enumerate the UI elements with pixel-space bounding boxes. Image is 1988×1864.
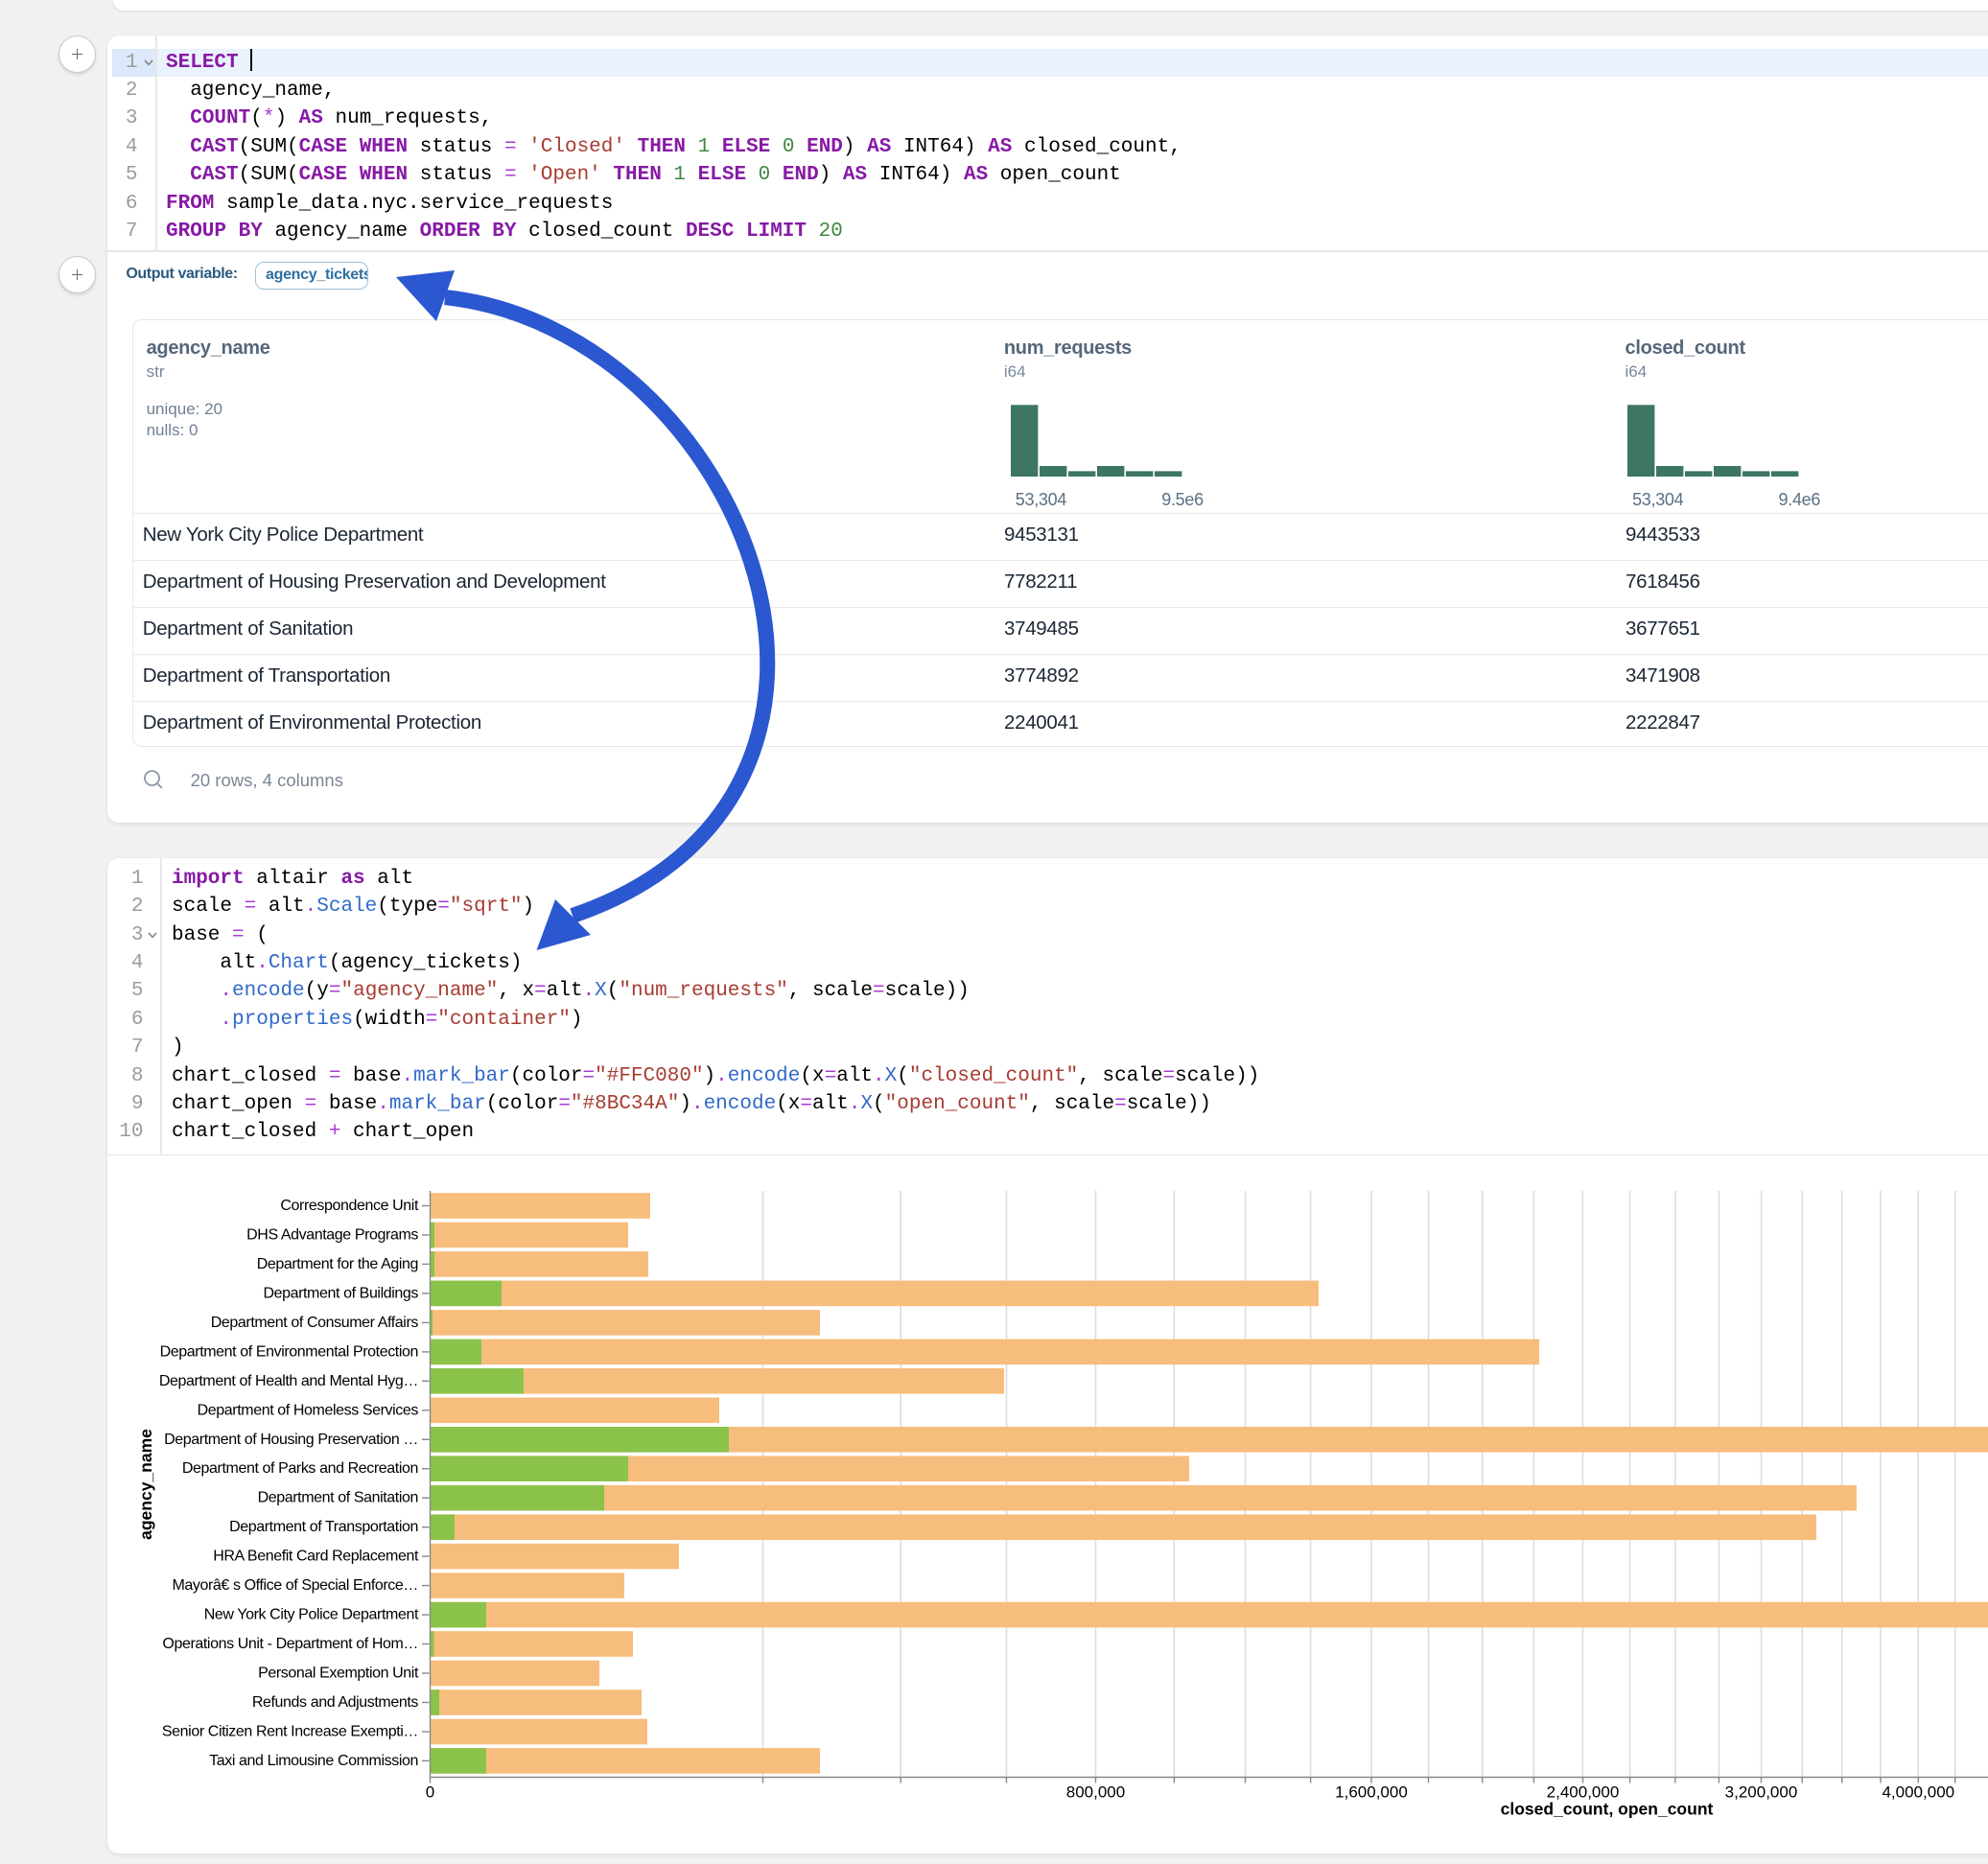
svg-text:HRA Benefit Card Replacement: HRA Benefit Card Replacement bbox=[213, 1549, 419, 1565]
svg-text:New York City Police Departmen: New York City Police Department bbox=[204, 1607, 419, 1623]
svg-text:Department of Parks and Recrea: Department of Parks and Recreation bbox=[182, 1460, 418, 1477]
svg-text:Correspondence Unit: Correspondence Unit bbox=[280, 1198, 419, 1214]
svg-text:DHS Advantage Programs: DHS Advantage Programs bbox=[246, 1227, 418, 1244]
svg-text:Personal Exemption Unit: Personal Exemption Unit bbox=[258, 1666, 419, 1682]
svg-text:3,200,000: 3,200,000 bbox=[1725, 1783, 1798, 1802]
svg-text:4,000,000: 4,000,000 bbox=[1882, 1783, 1954, 1802]
svg-text:Department of Buildings: Department of Buildings bbox=[263, 1285, 418, 1301]
svg-text:Taxi and Limousine Commission: Taxi and Limousine Commission bbox=[209, 1753, 418, 1769]
svg-text:Operations Unit - Department o: Operations Unit - Department of Hom… bbox=[162, 1636, 418, 1652]
svg-text:Department of Transportation: Department of Transportation bbox=[229, 1519, 418, 1535]
svg-text:2,400,000: 2,400,000 bbox=[1547, 1783, 1620, 1802]
svg-text:Department of Housing Preserva: Department of Housing Preservation … bbox=[164, 1432, 418, 1448]
svg-text:1,600,000: 1,600,000 bbox=[1335, 1783, 1408, 1802]
svg-text:Department for the Aging: Department for the Aging bbox=[257, 1256, 418, 1272]
svg-text:Mayorâ€ s Office of Special En: Mayorâ€ s Office of Special Enforce… bbox=[172, 1577, 418, 1594]
svg-text:Senior Citizen Rent Increase E: Senior Citizen Rent Increase Exempti… bbox=[162, 1724, 418, 1740]
svg-text:agency_name: agency_name bbox=[136, 1429, 155, 1540]
svg-text:Department of Homeless Service: Department of Homeless Services bbox=[198, 1402, 419, 1418]
svg-text:Department of Consumer Affairs: Department of Consumer Affairs bbox=[211, 1315, 419, 1331]
svg-text:0: 0 bbox=[426, 1783, 434, 1802]
svg-text:Department of Environmental Pr: Department of Environmental Protection bbox=[160, 1343, 418, 1360]
svg-text:800,000: 800,000 bbox=[1066, 1783, 1125, 1802]
svg-text:Department of Sanitation: Department of Sanitation bbox=[258, 1490, 418, 1506]
svg-text:Department of Health and Menta: Department of Health and Mental Hyg… bbox=[159, 1373, 418, 1389]
svg-text:closed_count, open_count: closed_count, open_count bbox=[1501, 1800, 1714, 1819]
svg-text:Refunds and Adjustments: Refunds and Adjustments bbox=[252, 1694, 419, 1711]
